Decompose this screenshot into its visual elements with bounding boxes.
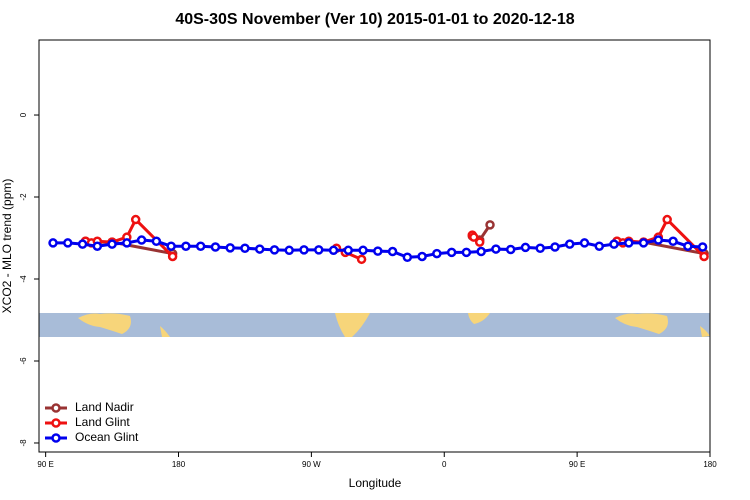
point bbox=[474, 237, 485, 247]
x-axis-label: Longitude bbox=[349, 476, 402, 490]
point bbox=[535, 243, 545, 254]
point bbox=[48, 238, 58, 248]
point bbox=[167, 251, 178, 262]
point bbox=[299, 245, 309, 255]
point bbox=[210, 242, 221, 252]
point bbox=[417, 251, 427, 262]
x-tick-label: 90 W bbox=[302, 460, 321, 469]
point bbox=[107, 239, 117, 249]
x-tick-label: 90 E bbox=[37, 460, 53, 469]
legend-marker bbox=[51, 418, 61, 428]
point bbox=[579, 238, 590, 248]
y-tick-label: -2 bbox=[19, 193, 28, 201]
point bbox=[697, 242, 708, 252]
x-tick-label: 0 bbox=[442, 460, 447, 469]
point bbox=[122, 238, 132, 248]
legend-label: Land Nadir bbox=[75, 400, 134, 414]
point bbox=[520, 242, 531, 253]
point bbox=[254, 244, 265, 254]
point bbox=[373, 246, 383, 256]
point bbox=[269, 245, 280, 255]
point bbox=[166, 241, 176, 251]
point bbox=[505, 244, 516, 255]
point bbox=[387, 246, 398, 257]
point bbox=[225, 243, 235, 253]
y-tick-label: 0 bbox=[19, 112, 28, 117]
point bbox=[609, 239, 619, 249]
map-strip bbox=[39, 313, 710, 337]
y-tick-label: -8 bbox=[19, 439, 28, 447]
point bbox=[469, 232, 479, 242]
chart-title: 40S-30S November (Ver 10) 2015-01-01 to … bbox=[175, 11, 574, 28]
legend-marker bbox=[51, 403, 61, 413]
point bbox=[343, 245, 354, 256]
plot-frame bbox=[38, 39, 711, 453]
point bbox=[195, 241, 206, 251]
point bbox=[151, 236, 162, 247]
point bbox=[624, 238, 634, 248]
point bbox=[662, 214, 672, 225]
point bbox=[92, 241, 103, 251]
point bbox=[314, 245, 324, 255]
point bbox=[402, 252, 413, 263]
point bbox=[328, 245, 339, 256]
point bbox=[358, 245, 368, 256]
x-tick-label: 180 bbox=[172, 460, 186, 469]
point bbox=[461, 247, 472, 258]
point bbox=[699, 251, 709, 262]
x-tick-label: 90 E bbox=[569, 460, 585, 469]
point bbox=[550, 242, 560, 252]
point bbox=[240, 243, 250, 254]
point bbox=[63, 238, 73, 248]
y-axis-label: XCO2 - MLO trend (ppm) bbox=[0, 179, 14, 314]
point bbox=[653, 235, 664, 245]
point bbox=[284, 245, 294, 256]
point bbox=[432, 248, 442, 259]
point bbox=[356, 254, 367, 265]
point bbox=[130, 214, 141, 225]
point bbox=[683, 241, 693, 251]
point bbox=[485, 220, 495, 230]
point bbox=[668, 236, 678, 247]
point bbox=[446, 247, 457, 258]
point bbox=[491, 244, 501, 254]
point bbox=[77, 239, 88, 249]
point bbox=[564, 239, 575, 249]
legend-label: Land Glint bbox=[75, 415, 130, 429]
legend-label: Ocean Glint bbox=[75, 430, 139, 444]
y-tick-label: -6 bbox=[19, 357, 28, 365]
point bbox=[594, 241, 605, 251]
point bbox=[476, 246, 486, 257]
y-tick-label: -4 bbox=[19, 275, 28, 283]
point bbox=[181, 241, 191, 251]
legend-marker bbox=[51, 433, 61, 443]
point bbox=[638, 238, 649, 248]
x-tick-label: 180 bbox=[703, 460, 717, 469]
point bbox=[136, 235, 147, 245]
